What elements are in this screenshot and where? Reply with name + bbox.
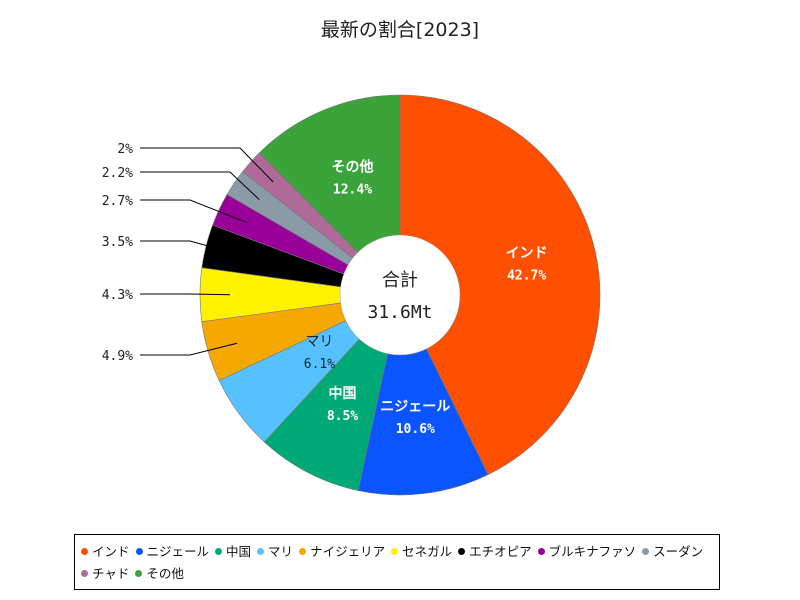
legend-label: チャド <box>92 566 130 581</box>
legend-item: チャド <box>81 563 129 585</box>
slice-value-label: 6.1% <box>304 357 335 372</box>
slice-value-label: 8.5% <box>327 409 358 424</box>
slice-name-label: ニジェール <box>380 399 450 415</box>
legend-swatch <box>458 548 466 555</box>
legend-item: 中国 <box>215 541 251 563</box>
legend-swatch <box>135 548 143 555</box>
slice-name-label: 中国 <box>328 385 356 402</box>
slice-value-label: 3.5% <box>102 235 133 250</box>
legend-item: スーダン <box>642 541 703 563</box>
legend-label: スーダン <box>653 544 704 559</box>
legend-item: ナイジェリア <box>299 541 385 563</box>
legend-swatch <box>391 548 399 555</box>
pie-slice <box>399 94 601 475</box>
leader-line <box>140 293 231 296</box>
legend-item: ニジェール <box>135 541 210 563</box>
legend-item: ブルキナファソ <box>537 541 637 563</box>
legend-label: インド <box>92 544 130 559</box>
slice-value-label: 12.4% <box>333 182 372 197</box>
legend-swatch <box>537 548 545 555</box>
pie-slice <box>258 94 401 296</box>
legend-swatch <box>81 570 88 577</box>
legend-item: マリ <box>257 541 293 563</box>
legend-swatch <box>257 548 265 555</box>
chart-legend: インド ニジェール 中国 マリ ナイジェリア セネガル エチオピア ブルキナファソ スーダンチャ… <box>74 534 720 590</box>
legend-label: ブルキナファソ <box>548 544 637 559</box>
slice-value-label: 42.7% <box>507 269 546 284</box>
legend-item: インド <box>81 541 130 563</box>
donut-hole <box>339 234 461 356</box>
legend-item: エチオピア <box>458 541 532 563</box>
slice-name-label: その他 <box>331 158 373 175</box>
legend-item: その他 <box>135 563 184 585</box>
slice-value-label: 10.6% <box>396 422 435 437</box>
legend-swatch <box>642 548 650 555</box>
legend-label: その他 <box>146 566 184 581</box>
legend-swatch <box>135 570 143 577</box>
slice-value-label: 2.7% <box>102 194 133 209</box>
legend-label: エチオピア <box>469 544 532 559</box>
center-label: 合計 <box>382 270 418 291</box>
legend-label: ニジェール <box>146 544 210 559</box>
legend-label: マリ <box>268 544 294 559</box>
leader-line <box>140 199 247 223</box>
leader-line <box>140 147 274 183</box>
leader-line <box>140 240 236 254</box>
legend-swatch <box>215 548 223 555</box>
slice-value-label: 2% <box>117 142 133 157</box>
legend-label: ナイジェリア <box>310 544 386 559</box>
leader-line <box>140 342 238 356</box>
legend-label: 中国 <box>226 544 252 559</box>
chart-title: 最新の割合[2023] <box>321 19 479 41</box>
legend-swatch <box>81 548 88 555</box>
center-value: 31.6Mt <box>367 302 432 323</box>
slice-name-label: インド <box>506 246 548 262</box>
slice-value-label: 2.2% <box>102 166 133 181</box>
legend-item: セネガル <box>391 541 452 563</box>
legend-swatch <box>299 548 307 555</box>
leader-line <box>140 171 260 200</box>
legend-label: セネガル <box>402 544 453 559</box>
slice-name-label: マリ <box>305 334 333 350</box>
slice-value-label: 4.9% <box>102 349 133 364</box>
slice-value-label: 4.3% <box>102 288 133 303</box>
